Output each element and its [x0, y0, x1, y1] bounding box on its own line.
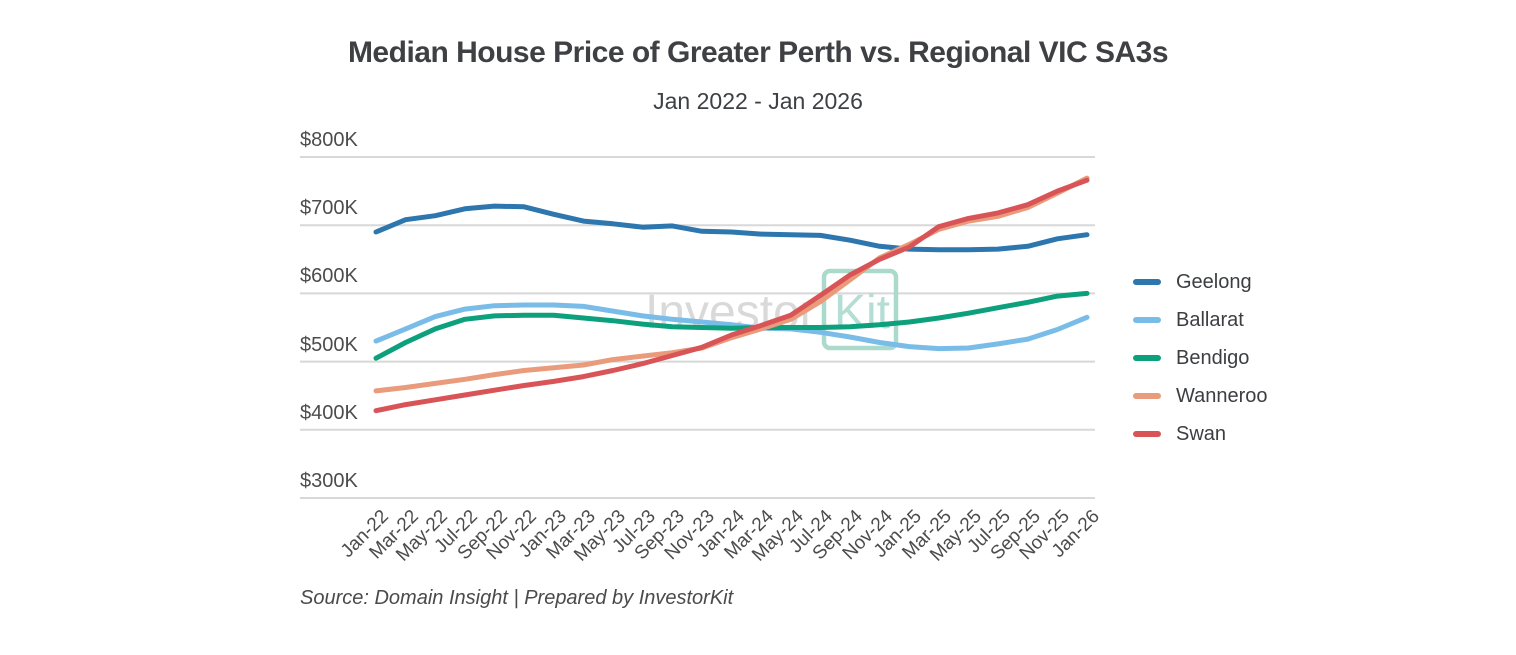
legend-label: Geelong — [1176, 270, 1252, 293]
legend-item-ballarat: Ballarat — [1133, 301, 1268, 339]
y-tick-label: $400K — [300, 401, 358, 424]
legend-item-geelong: Geelong — [1133, 263, 1268, 301]
legend-swatch-ballarat — [1133, 317, 1161, 323]
legend-label: Bendigo — [1176, 346, 1250, 369]
line-bendigo — [373, 290, 1090, 361]
legend-swatch-wanneroo — [1133, 393, 1161, 399]
plot-area: Investor Kit — [300, 156, 1095, 499]
line-geelong — [373, 203, 1090, 253]
legend-label: Swan — [1176, 422, 1227, 445]
chart-subtitle: Jan 2022 - Jan 2026 — [653, 88, 863, 114]
line-wanneroo — [373, 175, 1090, 394]
legend-label: Ballarat — [1176, 308, 1244, 331]
chart-title: Median House Price of Greater Perth vs. … — [347, 36, 1169, 69]
legend-swatch-geelong — [1133, 279, 1161, 285]
y-tick-label: $500K — [300, 333, 358, 356]
legend-label: Wanneroo — [1176, 384, 1268, 407]
legend: Geelong Ballarat Bendigo Wanneroo Swan — [1133, 263, 1268, 453]
watermark-text-green: Kit — [834, 286, 890, 339]
legend-swatch-swan — [1133, 431, 1161, 437]
legend-swatch-bendigo — [1133, 355, 1161, 361]
y-tick-label: $700K — [300, 197, 358, 220]
source-note: Source: Domain Insight | Prepared by Inv… — [300, 587, 734, 609]
y-tick-label: $800K — [300, 129, 358, 151]
line-swan — [373, 177, 1090, 414]
legend-item-swan: Swan — [1133, 415, 1268, 453]
legend-item-wanneroo: Wanneroo — [1133, 377, 1268, 415]
y-tick-label: $600K — [300, 265, 358, 288]
legend-item-bendigo: Bendigo — [1133, 339, 1268, 377]
line-ballarat — [373, 302, 1090, 352]
y-tick-label: $300K — [300, 470, 358, 492]
